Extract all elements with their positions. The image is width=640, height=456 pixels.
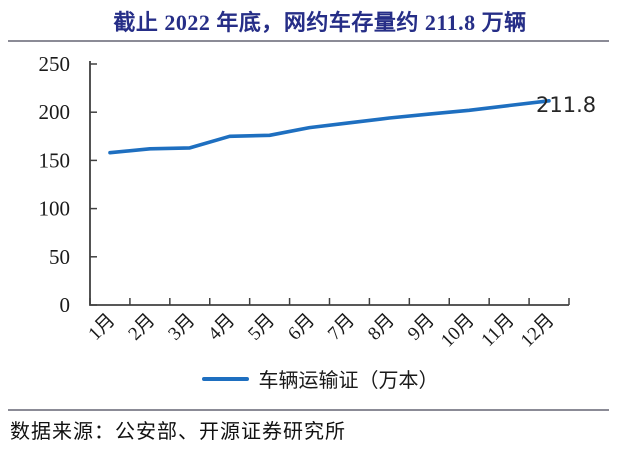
y-axis-label: 150 (39, 148, 71, 172)
x-axis-label: 9月 (404, 310, 439, 345)
legend-marker-line (201, 376, 249, 381)
x-axis-label: 10月 (437, 310, 479, 352)
legend-label: 车辆运输证（万本） (258, 370, 439, 392)
data-source-text: 数据来源：公安部、开源证券研究所 (10, 421, 346, 443)
x-axis-label: 8月 (364, 310, 399, 345)
x-axis-label: 3月 (164, 310, 199, 345)
x-axis-label: 6月 (284, 310, 319, 345)
x-axis-label: 11月 (477, 310, 518, 351)
legend: 车辆运输证（万本） (0, 364, 640, 393)
x-axis-label: 2月 (124, 310, 159, 345)
y-axis-label: 250 (39, 52, 71, 76)
y-axis-label: 50 (49, 245, 70, 269)
axis-lines (89, 61, 569, 306)
chart-title: 截止 2022 年底，网约车存量约 211.8 万辆 (113, 10, 527, 35)
y-axis-label: 100 (39, 197, 71, 221)
end-data-label: 211.8 (536, 93, 596, 117)
series-line (108, 99, 551, 155)
x-axis-label: 4月 (204, 310, 239, 345)
title-rule (8, 40, 609, 42)
x-axis-label: 1月 (84, 310, 119, 345)
y-axis-label: 200 (39, 100, 71, 124)
x-axis-label: 7月 (324, 310, 359, 345)
x-axis-label: 5月 (244, 310, 279, 345)
x-axis-label: 12月 (517, 310, 559, 352)
y-axis-label: 0 (60, 293, 71, 317)
footer-rule (8, 409, 609, 411)
